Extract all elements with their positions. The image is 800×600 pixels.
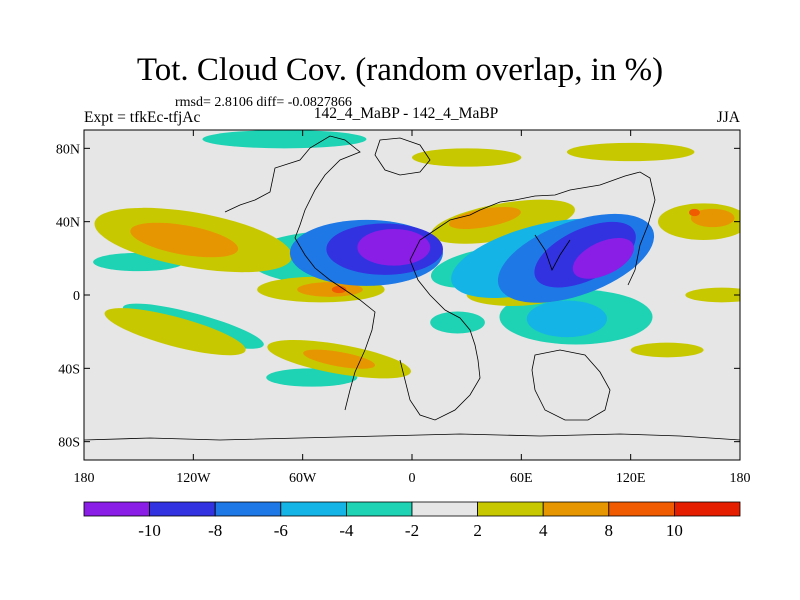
coastline-greenland (374, 137, 431, 176)
anomaly-region (688, 208, 700, 217)
colorbar-label: 10 (666, 521, 683, 540)
colorbar-swatch (214, 501, 282, 517)
anomaly-region (685, 287, 740, 303)
anomaly-region (303, 349, 376, 369)
colorbar-swatch (477, 501, 544, 517)
colorbar-label: -10 (138, 521, 161, 540)
season-label: JJA (716, 109, 740, 126)
colorbar-label: -6 (274, 521, 288, 540)
colorbar-swatch (542, 501, 610, 517)
anomaly-region (690, 208, 735, 228)
coastline-africa (399, 259, 481, 421)
lon-tick-label: 180 (730, 471, 751, 486)
colorbar-label: -4 (339, 521, 354, 540)
anomaly-region (566, 142, 695, 162)
anomaly-region (297, 282, 363, 297)
lat-tick-label: 80S (58, 436, 80, 451)
colorbar-swatch (280, 501, 347, 517)
colorbar-label: 4 (539, 521, 548, 540)
anomaly-region (630, 342, 704, 358)
colorbar: -10 -8 -6 -4 -2 2 4 8 10 (83, 501, 741, 540)
colorbar-swatch (608, 501, 675, 517)
anomaly-region (526, 300, 607, 338)
colorbar-swatch (149, 501, 216, 517)
colorbar-label: -8 (208, 521, 222, 540)
lat-tick-label: 80N (56, 142, 80, 157)
anomaly-region (448, 206, 521, 230)
colorbar-label: 2 (473, 521, 482, 540)
colorbar-swatch (674, 501, 741, 517)
longitude-axis: 180 120W 60W 0 60E 120E 180 (74, 130, 751, 486)
stats-text: rmsd= 2.8106 diff= -0.0827866 (175, 95, 352, 110)
latitude-axis: 80N 40N 0 40S 80S (56, 142, 740, 451)
lon-tick-label: 60E (510, 471, 533, 486)
lon-tick-label: 120W (176, 471, 211, 486)
lon-tick-label: 180 (74, 471, 95, 486)
coastlines (84, 135, 740, 441)
lon-tick-label: 0 (409, 471, 416, 486)
anomaly-region (572, 237, 634, 279)
colorbar-swatch (345, 501, 413, 517)
anomaly-region (357, 229, 431, 266)
coastline-australia (531, 349, 611, 421)
anomaly-region (104, 308, 246, 356)
anomaly-region (430, 311, 485, 334)
map-background (84, 130, 740, 460)
plot-title: Tot. Cloud Cov. (random overlap, in %) (136, 52, 664, 88)
colorbar-label: 8 (605, 521, 614, 540)
anomaly-region (331, 285, 347, 294)
lon-tick-label: 60W (289, 471, 317, 486)
coastline-eurasia (409, 171, 656, 286)
colorbar-swatch (411, 501, 478, 517)
colorbar-label: -2 (405, 521, 419, 540)
anomaly-region (412, 148, 522, 167)
colorbar-swatch (83, 501, 150, 517)
lat-tick-label: 40S (58, 362, 80, 377)
coastline-india (534, 234, 571, 271)
coastline-antarctica (84, 433, 740, 441)
lat-tick-label: 0 (73, 289, 80, 304)
anomaly-region (202, 130, 367, 149)
lat-tick-label: 40N (56, 216, 80, 231)
experiment-label: Expt = tfkEc-tfjAc (84, 109, 201, 126)
lon-tick-label: 120E (616, 471, 646, 486)
coastline-americas (224, 135, 376, 411)
anomaly-region (130, 222, 239, 258)
case-label: 142_4_MaBP - 142_4_MaBP (313, 105, 499, 122)
